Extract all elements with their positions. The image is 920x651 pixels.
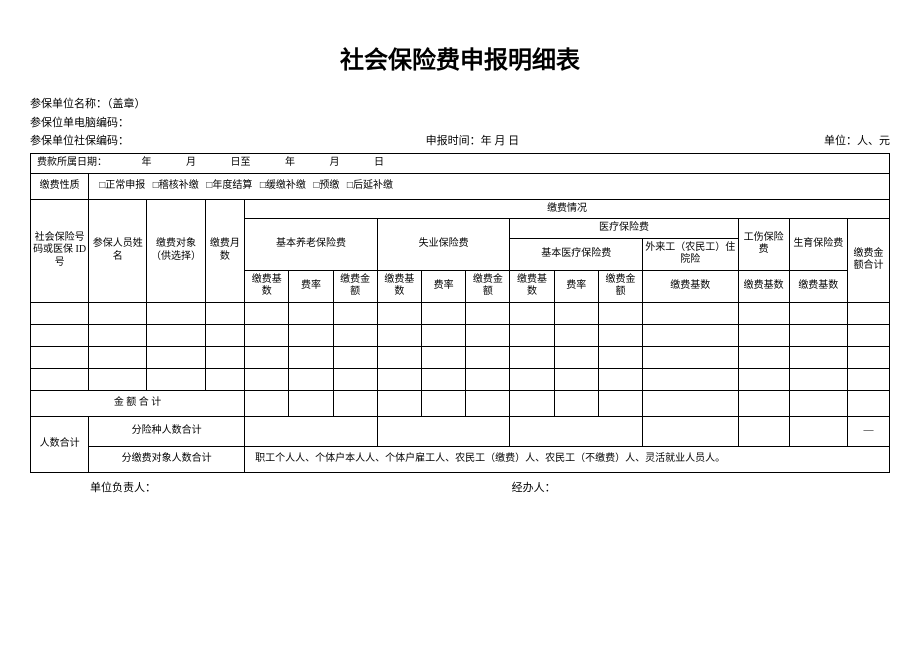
hdr-m-rate: 费率 — [554, 270, 598, 302]
hdr-p-amt: 缴费金额 — [333, 270, 377, 302]
meta-block: 参保单位名称：（盖章） 参保位单电脑编码： 参保单位社保编码： 申报时间：年 月… — [30, 95, 890, 151]
period-y: 年 — [142, 157, 152, 168]
table-row — [31, 368, 890, 390]
hdr-unemploy: 失业保险费 — [377, 219, 510, 271]
page-title: 社会保险费申报明细表 — [30, 40, 890, 75]
hdr-injury: 工伤保险费 — [738, 219, 789, 271]
table-row — [31, 324, 890, 346]
period-d: 日 — [374, 157, 384, 168]
hdr-u-rate: 费率 — [422, 270, 466, 302]
hdr-maternity: 生育保险费 — [789, 219, 847, 271]
opt-annual: □年度结算 — [206, 180, 252, 191]
table-row — [31, 346, 890, 368]
nature-label: 缴费性质 — [31, 173, 89, 199]
count-sub1: 分险种人数合计 — [89, 416, 245, 446]
hdr-pension: 基本养老保险费 — [245, 219, 378, 271]
count-sub2-text: 职工个人人、个体户本人人、个体户雇工人、农民工（缴费）人、农民工（不缴费）人、灵… — [245, 446, 890, 472]
opt-postpone: □后延补缴 — [347, 180, 393, 191]
opt-audit: □稽核补缴 — [153, 180, 199, 191]
footer-left: 单位负责人： — [30, 479, 512, 495]
sum-label: 金 额 合 计 — [31, 390, 245, 416]
meta-declare-time: 申报时间：年 月 日 — [426, 132, 770, 151]
footer-right: 经办人： — [512, 479, 890, 495]
hdr-med-basic: 基本医疗保险费 — [510, 238, 643, 270]
hdr-m-amt: 缴费金额 — [598, 270, 642, 302]
hdr-u-amt: 缴费金额 — [466, 270, 510, 302]
hdr-medical: 医疗保险费 — [510, 219, 738, 239]
nature-options: □正常申报 □稽核补缴 □年度结算 □缓缴补缴 □预缴 □后延补缴 — [89, 173, 890, 199]
hdr-target: 缴费对象（供选择） — [147, 199, 205, 302]
period-m2: 月 — [330, 157, 340, 168]
main-table: 费款所属日期： 年 月 日至 年 月 日 缴费性质 □正常申报 □稽核补缴 □年… — [30, 153, 890, 473]
count-sub2: 分缴费对象人数合计 — [89, 446, 245, 472]
opt-normal: □正常申报 — [99, 180, 145, 191]
table-row — [31, 302, 890, 324]
hdr-i-base: 缴费基数 — [738, 270, 789, 302]
hdr-m-base: 缴费基数 — [510, 270, 554, 302]
count-dash: — — [847, 416, 889, 446]
period-dto: 日至 — [231, 157, 251, 168]
period-m: 月 — [186, 157, 196, 168]
hdr-total: 缴费金额合计 — [847, 219, 889, 303]
hdr-p-base: 缴费基数 — [245, 270, 289, 302]
opt-deferred: □缓缴补缴 — [260, 180, 306, 191]
hdr-p-rate: 费率 — [289, 270, 333, 302]
meta-unit-name: 参保单位名称：（盖章） — [30, 95, 890, 114]
count-label: 人数合计 — [31, 416, 89, 472]
hdr-situation: 缴费情况 — [245, 199, 890, 219]
footer: 单位负责人： 经办人： — [30, 479, 890, 495]
hdr-mat-base: 缴费基数 — [789, 270, 847, 302]
period-y2: 年 — [285, 157, 295, 168]
hdr-med-migrant: 外来工（农民工）住院险 — [643, 238, 738, 270]
meta-unit: 单位：人、元 — [770, 132, 890, 151]
meta-comp-code: 参保位单电脑编码： — [30, 114, 890, 133]
hdr-mg-base: 缴费基数 — [643, 270, 738, 302]
period-label: 费款所属日期： — [37, 157, 107, 168]
opt-prepay: □预缴 — [313, 180, 339, 191]
meta-ins-code: 参保单位社保编码： — [30, 132, 426, 151]
hdr-ssn: 社会保险号码或医保 ID 号 — [31, 199, 89, 302]
hdr-name: 参保人员姓 名 — [89, 199, 147, 302]
hdr-months: 缴费月数 — [205, 199, 245, 302]
hdr-u-base: 缴费基数 — [377, 270, 421, 302]
